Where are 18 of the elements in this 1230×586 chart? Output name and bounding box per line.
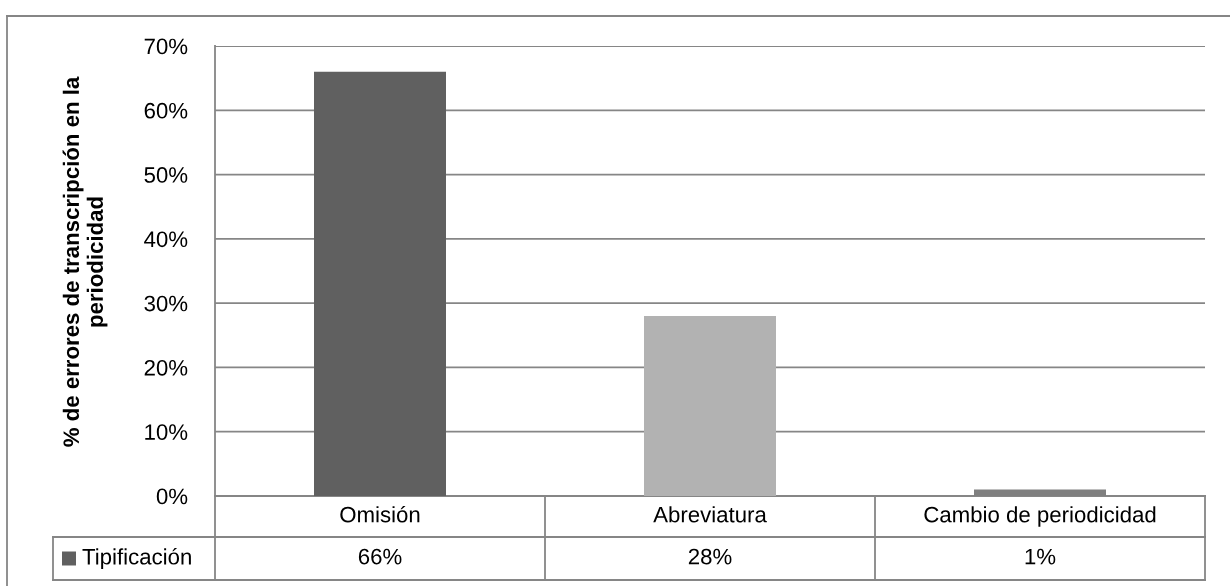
y-tick-label: 70% <box>144 38 188 55</box>
y-tick-label: 40% <box>144 231 188 248</box>
data-label: 1% <box>1025 548 1056 565</box>
x-tick-label: Omisión <box>340 505 420 523</box>
y-tick-label: 30% <box>144 295 188 312</box>
y-tick-label: 50% <box>144 167 188 183</box>
y-tick-label: 60% <box>144 102 188 119</box>
y-axis-title: % de errores de transcripción en la periodicidad <box>62 76 108 447</box>
data-label: 66% <box>358 548 402 565</box>
x-tick-label: Abreviatura <box>653 506 767 523</box>
legend-label: Tipificación <box>82 548 191 569</box>
y-tick-label: 0% <box>156 488 188 505</box>
y-tick-label: 10% <box>145 424 188 440</box>
data-label: 28% <box>688 548 732 565</box>
y-tick-label: 20% <box>144 359 188 376</box>
bar <box>314 71 446 496</box>
x-tick-label: Cambio de periodicidad <box>924 506 1156 527</box>
bar <box>644 316 776 496</box>
